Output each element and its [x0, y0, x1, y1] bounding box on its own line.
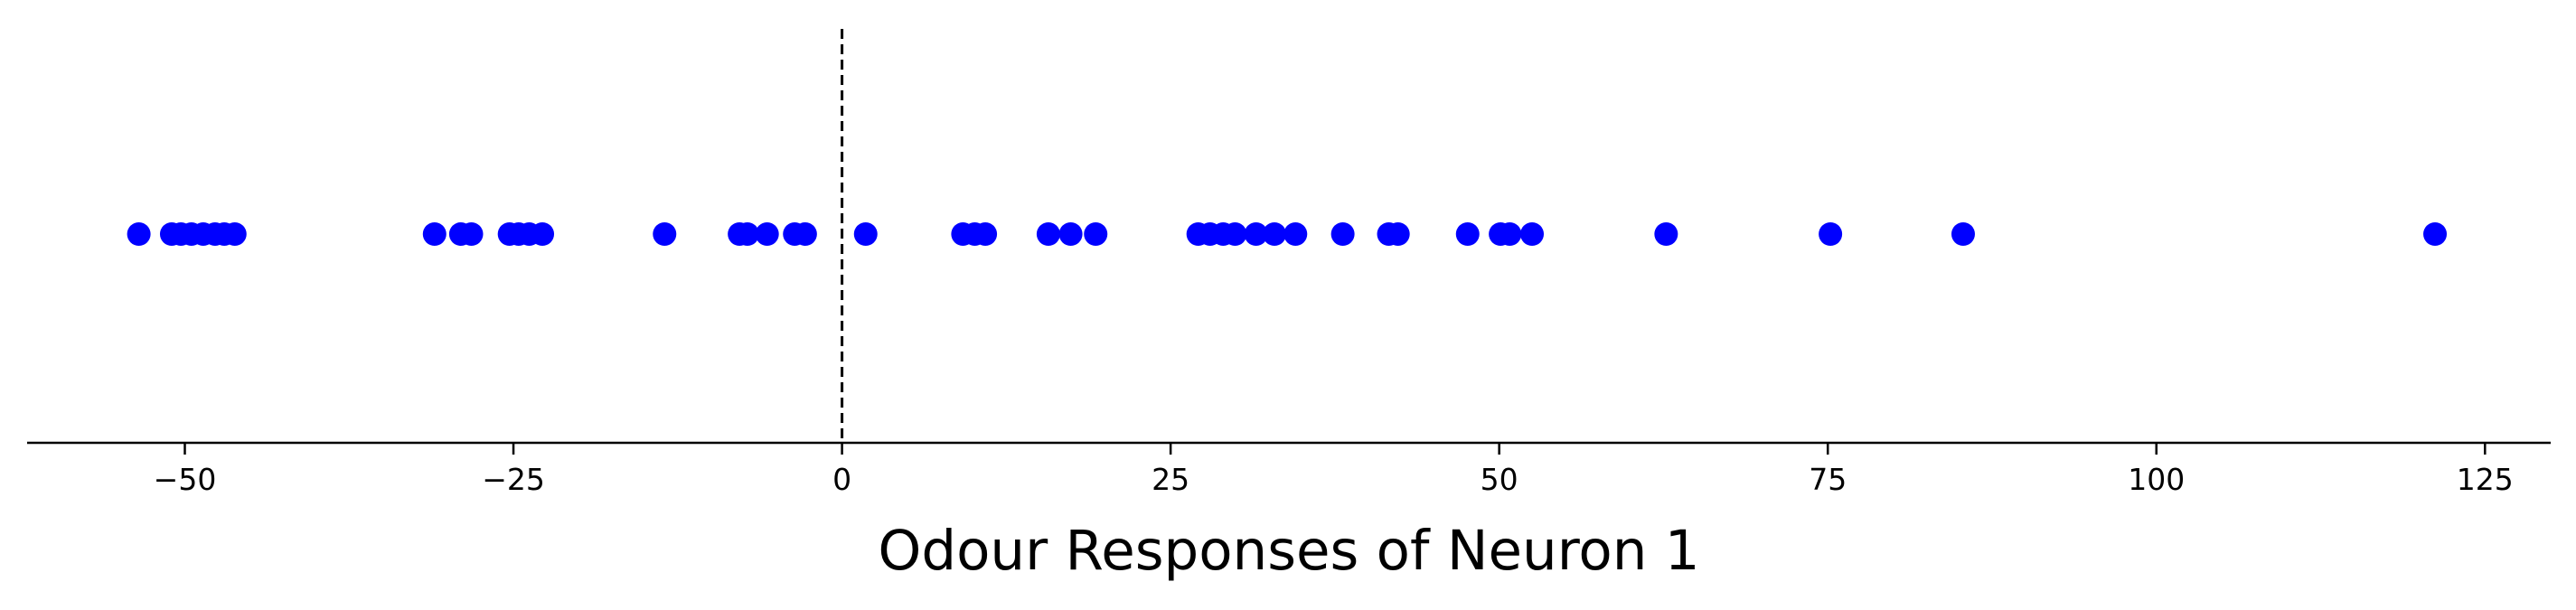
- x-tick-label: 50: [1481, 462, 1518, 497]
- data-point: [653, 222, 677, 246]
- data-point: [1084, 222, 1108, 246]
- data-point: [2423, 222, 2448, 246]
- data-point: [1386, 222, 1410, 246]
- data-point: [1455, 222, 1480, 246]
- data-point: [1263, 222, 1287, 246]
- data-point: [459, 222, 484, 246]
- data-point: [1654, 222, 1678, 246]
- x-tick-label: 75: [1809, 462, 1847, 497]
- data-point: [1330, 222, 1355, 246]
- data-point: [1036, 222, 1060, 246]
- data-point: [1283, 222, 1308, 246]
- x-tick-label: 0: [832, 462, 851, 497]
- data-point: [422, 222, 447, 246]
- data-point: [793, 222, 817, 246]
- x-tick-label: 100: [2128, 462, 2185, 497]
- data-point: [755, 222, 779, 246]
- data-point: [1498, 222, 1522, 246]
- data-point: [222, 222, 247, 246]
- data-point: [735, 222, 759, 246]
- x-axis-label: Odour Responses of Neuron 1: [878, 519, 1699, 583]
- data-point: [127, 222, 151, 246]
- data-point: [1244, 222, 1268, 246]
- x-tick-label: −50: [154, 462, 217, 497]
- data-point: [973, 222, 998, 246]
- x-tick-label: 125: [2457, 462, 2514, 497]
- data-point: [1951, 222, 1975, 246]
- x-tick-label: 25: [1152, 462, 1189, 497]
- x-tick-label: −25: [482, 462, 545, 497]
- data-point: [1819, 222, 1843, 246]
- data-point: [1520, 222, 1545, 246]
- data-point: [531, 222, 555, 246]
- data-point: [1058, 222, 1083, 246]
- data-point: [853, 222, 878, 246]
- data-point: [1223, 222, 1247, 246]
